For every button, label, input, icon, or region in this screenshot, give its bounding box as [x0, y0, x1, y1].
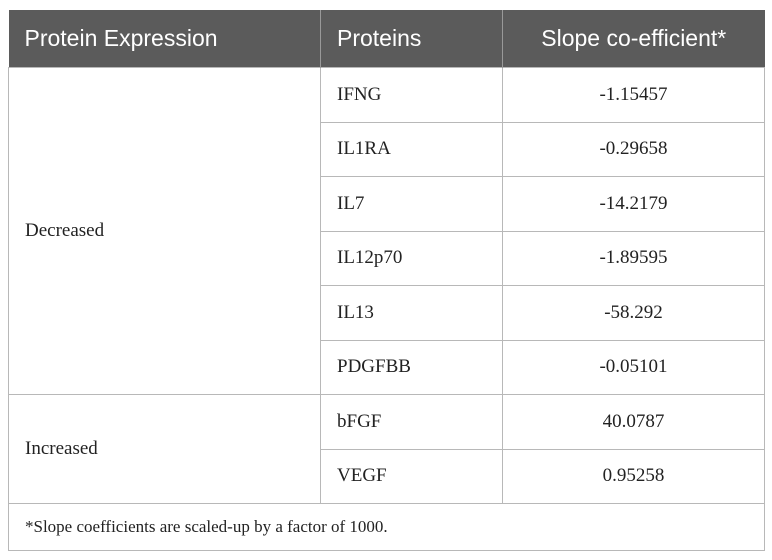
footnote: *Slope coefficients are scaled-up by a f… [8, 503, 765, 551]
header-cell: Slope co-efficient* [502, 10, 765, 68]
footnote-row: *Slope coefficients are scaled-up by a f… [8, 503, 765, 551]
table-row: IL1RA -0.29658 [9, 121, 765, 177]
slope-value: -1.15457 [502, 67, 765, 123]
table-footer: *Slope coefficients are scaled-up by a f… [8, 503, 765, 551]
protein-name: bFGF [320, 394, 503, 450]
table-row: PDGFBB -0.05101 [9, 339, 765, 395]
protein-name: VEGF [320, 448, 503, 504]
protein-name: IL13 [320, 285, 503, 341]
table-header: Protein Expression Proteins Slope co-eff… [8, 10, 765, 68]
protein-name: IL1RA [320, 121, 503, 177]
group-label: Increased [8, 394, 321, 504]
table-body: Decreased IFNG -1.15457 IL1RA -0.29658 IL7 -14… [8, 67, 765, 504]
protein-name: PDGFBB [320, 339, 503, 395]
table-row: IL12p70 -1.89595 [9, 230, 765, 286]
table-row: VEGF 0.95258 [9, 448, 765, 504]
slope-value: 0.95258 [502, 448, 765, 504]
slope-value: -0.29658 [502, 121, 765, 177]
table-row: IL7 -14.2179 [9, 176, 765, 232]
data-table: Protein Expression Proteins Slope co-eff… [8, 10, 765, 551]
header-cell: Protein Expression [8, 10, 321, 68]
slope-value: -58.292 [502, 285, 765, 341]
header-row: Protein Expression Proteins Slope co-eff… [8, 10, 765, 68]
table-row: IL13 -58.292 [9, 285, 765, 341]
slope-value: 40.0787 [502, 394, 765, 450]
header-cell: Proteins [320, 10, 503, 68]
protein-name: IL12p70 [320, 230, 503, 286]
slope-value: -14.2179 [502, 176, 765, 232]
protein-name: IFNG [320, 67, 503, 123]
slope-value: -0.05101 [502, 339, 765, 395]
table-row: Increased bFGF 40.0787 [8, 394, 765, 504]
table-row: Decreased IFNG -1.15457 [8, 67, 765, 395]
slope-value: -1.89595 [502, 230, 765, 286]
group-label: Decreased [8, 67, 321, 395]
protein-name: IL7 [320, 176, 503, 232]
